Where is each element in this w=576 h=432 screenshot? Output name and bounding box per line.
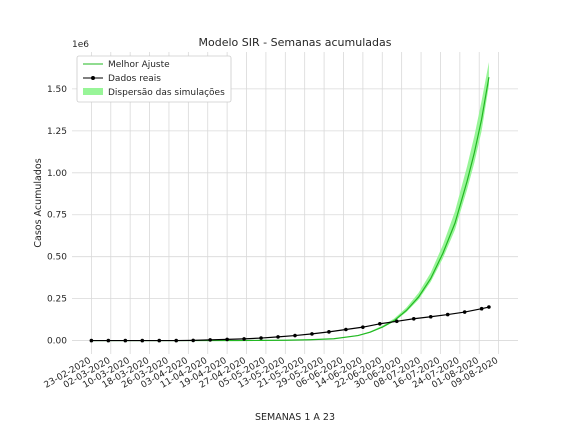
real-data-point [242, 337, 246, 341]
y-tick-label: 0.25 [47, 295, 67, 305]
real-data-point [395, 319, 399, 324]
real-data-point [479, 306, 484, 311]
legend-real-swatch-marker [91, 76, 95, 80]
real-data-point [89, 338, 94, 343]
legend-frame [76, 55, 232, 103]
legend-band-label: Dispersão das simulações [108, 88, 225, 98]
real-data-point [344, 327, 348, 332]
y-tick-label: 0.50 [47, 253, 67, 263]
x-gridlines [90, 52, 500, 354]
real-data-point [411, 316, 416, 321]
real-data-point [445, 312, 450, 317]
real-data-point [174, 338, 179, 343]
real-data-point [462, 310, 467, 314]
y-tick-labels: 0.00 0.25 0.50 0.75 1.00 1.25 1.50 [47, 85, 67, 347]
real-data-point [276, 335, 280, 339]
real-data-point [106, 338, 111, 343]
x-axis-label: SEMANAS 1 A 23 [255, 412, 335, 423]
y-offset-label: 1e6 [72, 40, 89, 50]
real-data-point [157, 338, 162, 343]
real-data-point [123, 338, 128, 343]
y-tick-label: 1.25 [47, 127, 67, 137]
legend: Melhor Ajuste Dados reais Dispersão das … [76, 55, 232, 103]
real-data-point [487, 305, 491, 309]
real-data-point [293, 333, 297, 338]
real-data-point [225, 337, 229, 342]
real-data-point [378, 322, 382, 326]
legend-band-swatch [83, 88, 103, 95]
real-data-point [310, 332, 314, 336]
real-data-layer [89, 305, 491, 343]
real-data-point [140, 338, 145, 343]
y-tick-label: 1.00 [47, 169, 67, 179]
legend-fit-label: Melhor Ajuste [108, 60, 170, 70]
y-tick-label: 0.00 [47, 337, 67, 347]
legend-real-label: Dados reais [108, 74, 161, 84]
y-tick-label: 0.75 [47, 211, 67, 221]
y-tick-label: 1.50 [47, 85, 67, 95]
real-data-point [327, 330, 331, 334]
real-data-point [208, 338, 212, 342]
y-axis-label: Casos Acumulados [33, 158, 44, 247]
x-tick-labels: 23-02-202002-03-202010-03-202018-03-2020… [43, 356, 501, 391]
real-data-point [361, 325, 365, 329]
real-data-point [191, 338, 195, 343]
real-data-point [428, 314, 433, 319]
real-data-point [259, 336, 263, 340]
chart-title: Modelo SIR - Semanas acumuladas [199, 36, 392, 49]
